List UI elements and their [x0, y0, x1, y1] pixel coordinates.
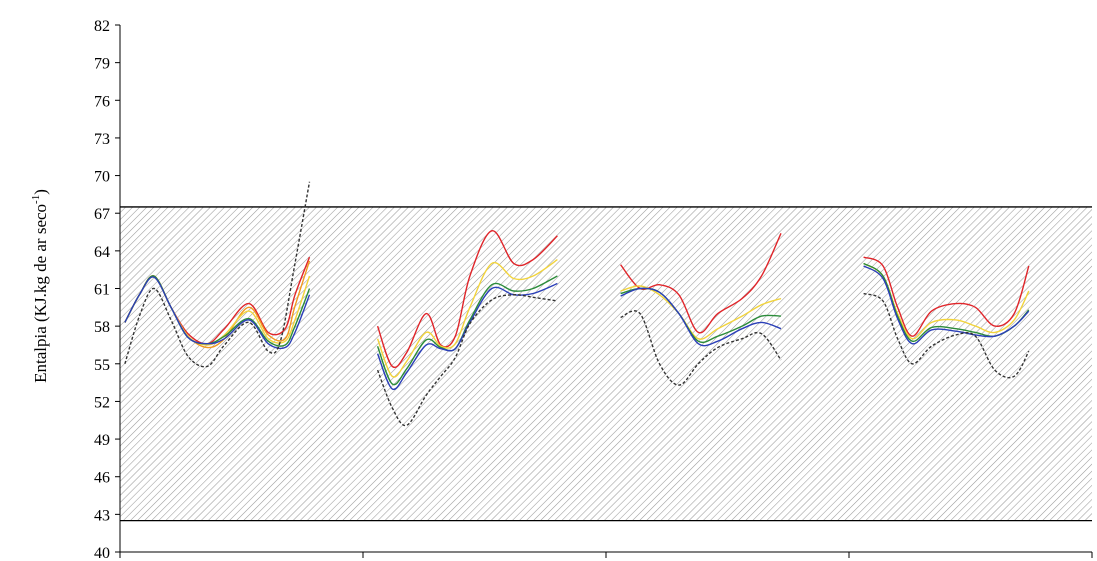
y-tick-label: 73 [94, 131, 110, 148]
y-tick-label: 49 [94, 432, 110, 449]
series-4-line-segment-2 [620, 287, 782, 347]
y-tick-label: 61 [94, 282, 110, 299]
series-5-line-segment-1 [376, 294, 558, 427]
series-4-line-segment-0 [124, 276, 311, 350]
y-axis-label: Entalpia (KJ.kg de ar seco-1) [30, 189, 50, 383]
series-3-line-segment-0 [124, 275, 311, 347]
axes: 40 43 46 49 52 55 58 61 64 67 70 73 76 79 82 [94, 18, 1093, 561]
y-axis-label-close: ) [31, 189, 50, 195]
y-tick-label: 52 [94, 394, 110, 411]
comfort-band [120, 206, 1092, 522]
y-tick-label: 67 [94, 206, 110, 223]
y-tick-label: 43 [94, 507, 110, 524]
series-group [124, 181, 1030, 427]
y-tick-label: 40 [94, 545, 110, 561]
y-axis-label-main: Entalpia (KJ.kg de ar seco [31, 204, 50, 383]
y-tick-label: 76 [94, 93, 110, 110]
y-tick-label: 55 [94, 357, 110, 374]
series-0-line-segment-1 [376, 230, 558, 369]
series-5-line-segment-2 [620, 310, 782, 386]
series-5-line-segment-0 [124, 181, 311, 368]
series-0-line-segment-3 [863, 256, 1030, 337]
y-tick-label: 58 [94, 319, 110, 336]
series-4-line-segment-3 [863, 265, 1030, 345]
y-tick-label: 64 [94, 244, 110, 261]
y-tick-label: 46 [94, 470, 110, 487]
series-5-line-segment-3 [863, 292, 1030, 379]
series-2-line-segment-1 [376, 259, 558, 378]
y-tick-label: 82 [94, 18, 110, 35]
y-axis-label-superscript: -1 [30, 195, 42, 204]
comfort-band-fill [120, 206, 1092, 521]
series-2-line-segment-2 [620, 285, 782, 340]
y-tick-label: 79 [94, 56, 110, 73]
y-tick-label: 70 [94, 169, 110, 186]
